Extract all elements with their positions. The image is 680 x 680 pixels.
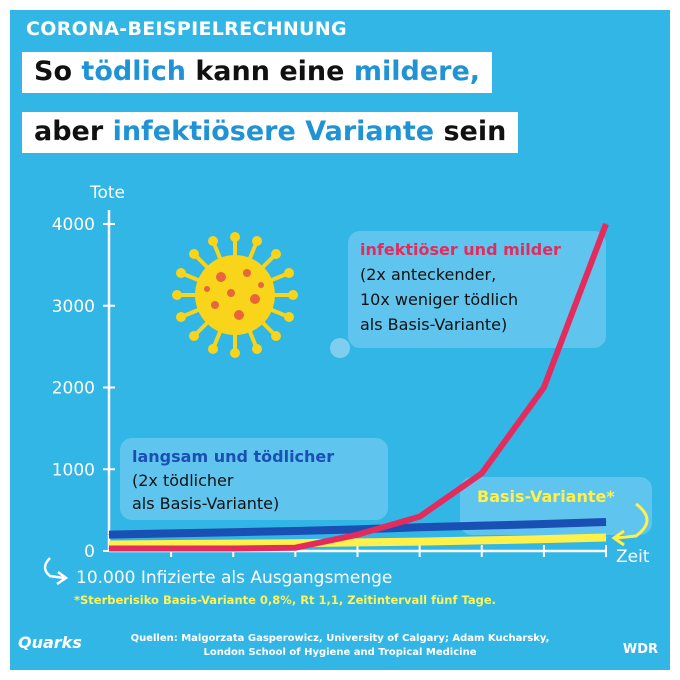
headline-accent: infektiösere Variante (112, 116, 435, 147)
annotation-red-line: als Basis-Variante) (360, 315, 507, 334)
annotation-yellow-title: Basis-Variante* (477, 487, 615, 506)
data-point (294, 542, 296, 544)
annotation-blue-line: als Basis-Variante) (132, 494, 279, 513)
data-point (170, 532, 172, 534)
headline-line-1: So tödlich kann eine mildere, (22, 52, 493, 93)
data-point (605, 223, 607, 225)
data-point (108, 534, 110, 536)
annotation-red-line: 10x weniger tödlich (360, 290, 518, 309)
annotation-box-red (348, 231, 606, 348)
data-point (232, 543, 234, 545)
infographic: CORONA-BEISPIELRECHNUNG So tödlich kann … (10, 10, 670, 670)
data-point (357, 528, 358, 530)
y-tick-label: 0 (84, 542, 95, 562)
data-point (294, 547, 296, 549)
data-point (357, 534, 358, 536)
data-point (170, 548, 172, 550)
data-point (605, 537, 607, 539)
annotation-blue-title: langsam und tödlicher (132, 447, 334, 466)
wdr-logo: WDR (622, 642, 658, 657)
y-tick-label: 1000 (52, 460, 95, 480)
headline-text: So (34, 56, 82, 87)
footnote: *Sterberisiko Basis-Variante 0,8%, Rt 1,… (74, 593, 497, 607)
y-tick-label: 2000 (52, 379, 95, 399)
headline-accent: tödlich (81, 56, 186, 87)
curved-arrow-icon (43, 557, 65, 580)
headline-text: kann eine (185, 56, 354, 87)
y-axis-label: Tote (89, 183, 125, 203)
series-line-basisvariante (108, 533, 607, 549)
y-tick-label: 3000 (52, 297, 95, 317)
data-point (481, 539, 483, 541)
line-chart: 0 1000 2000 3000 4000 Tote Zeit 10.000 Infiz… (43, 183, 652, 588)
sources-line: Quellen: Malgorzata Gasperowicz, Univers… (130, 633, 550, 644)
y-tick-label: 4000 (52, 215, 95, 235)
sources: Quellen: Malgorzata Gasperowicz, Univers… (10, 632, 670, 660)
data-point (605, 521, 607, 523)
headline-accent: mildere, (353, 56, 481, 87)
data-point (294, 530, 296, 532)
data-point (419, 541, 421, 543)
data-point (108, 548, 110, 550)
data-point (170, 543, 172, 545)
annotation-box-blue (120, 438, 388, 520)
data-point (357, 541, 358, 543)
annotation-blue-line: (2x tödlicher (132, 471, 234, 490)
quarks-logo: Quarks (18, 633, 82, 652)
kicker: CORONA-BEISPIELRECHNUNG (26, 18, 347, 40)
sources-line: London School of Hygiene and Tropical Me… (203, 647, 477, 658)
data-point (543, 387, 545, 388)
headline-line-2: aber infektiösere Variante sein (22, 112, 519, 153)
data-point (232, 548, 234, 550)
x-axis-label: Zeit (616, 547, 650, 567)
data-point (543, 538, 545, 540)
data-point (419, 516, 421, 518)
curved-arrow-icon (56, 571, 69, 586)
data-point (232, 531, 234, 533)
x-origin-label: 10.000 Infizierte als Ausgangsmenge (76, 568, 392, 588)
curved-arrow-icon (615, 502, 649, 540)
annotation-red-title: infektiöser und milder (360, 240, 561, 259)
y-ticks: 0 1000 2000 3000 4000 (52, 215, 115, 562)
annotation-red-line: (2x anteckender, (360, 265, 496, 284)
headline-text: sein (434, 116, 507, 147)
data-point (543, 523, 545, 525)
curved-arrow-icon (611, 529, 625, 547)
headline-text: aber (34, 116, 113, 147)
data-point (419, 526, 421, 528)
data-point (108, 543, 110, 545)
data-point (481, 472, 483, 474)
virus-icon (172, 232, 298, 358)
data-point (481, 525, 483, 527)
virus-particle-icon (330, 338, 350, 358)
